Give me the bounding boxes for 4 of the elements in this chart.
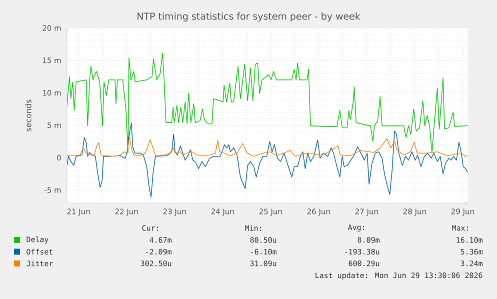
chart-title: NTP timing statistics for system peer - by week (138, 12, 360, 22)
line-series (67, 122, 468, 198)
line-series (67, 52, 468, 154)
line-series (67, 136, 468, 157)
